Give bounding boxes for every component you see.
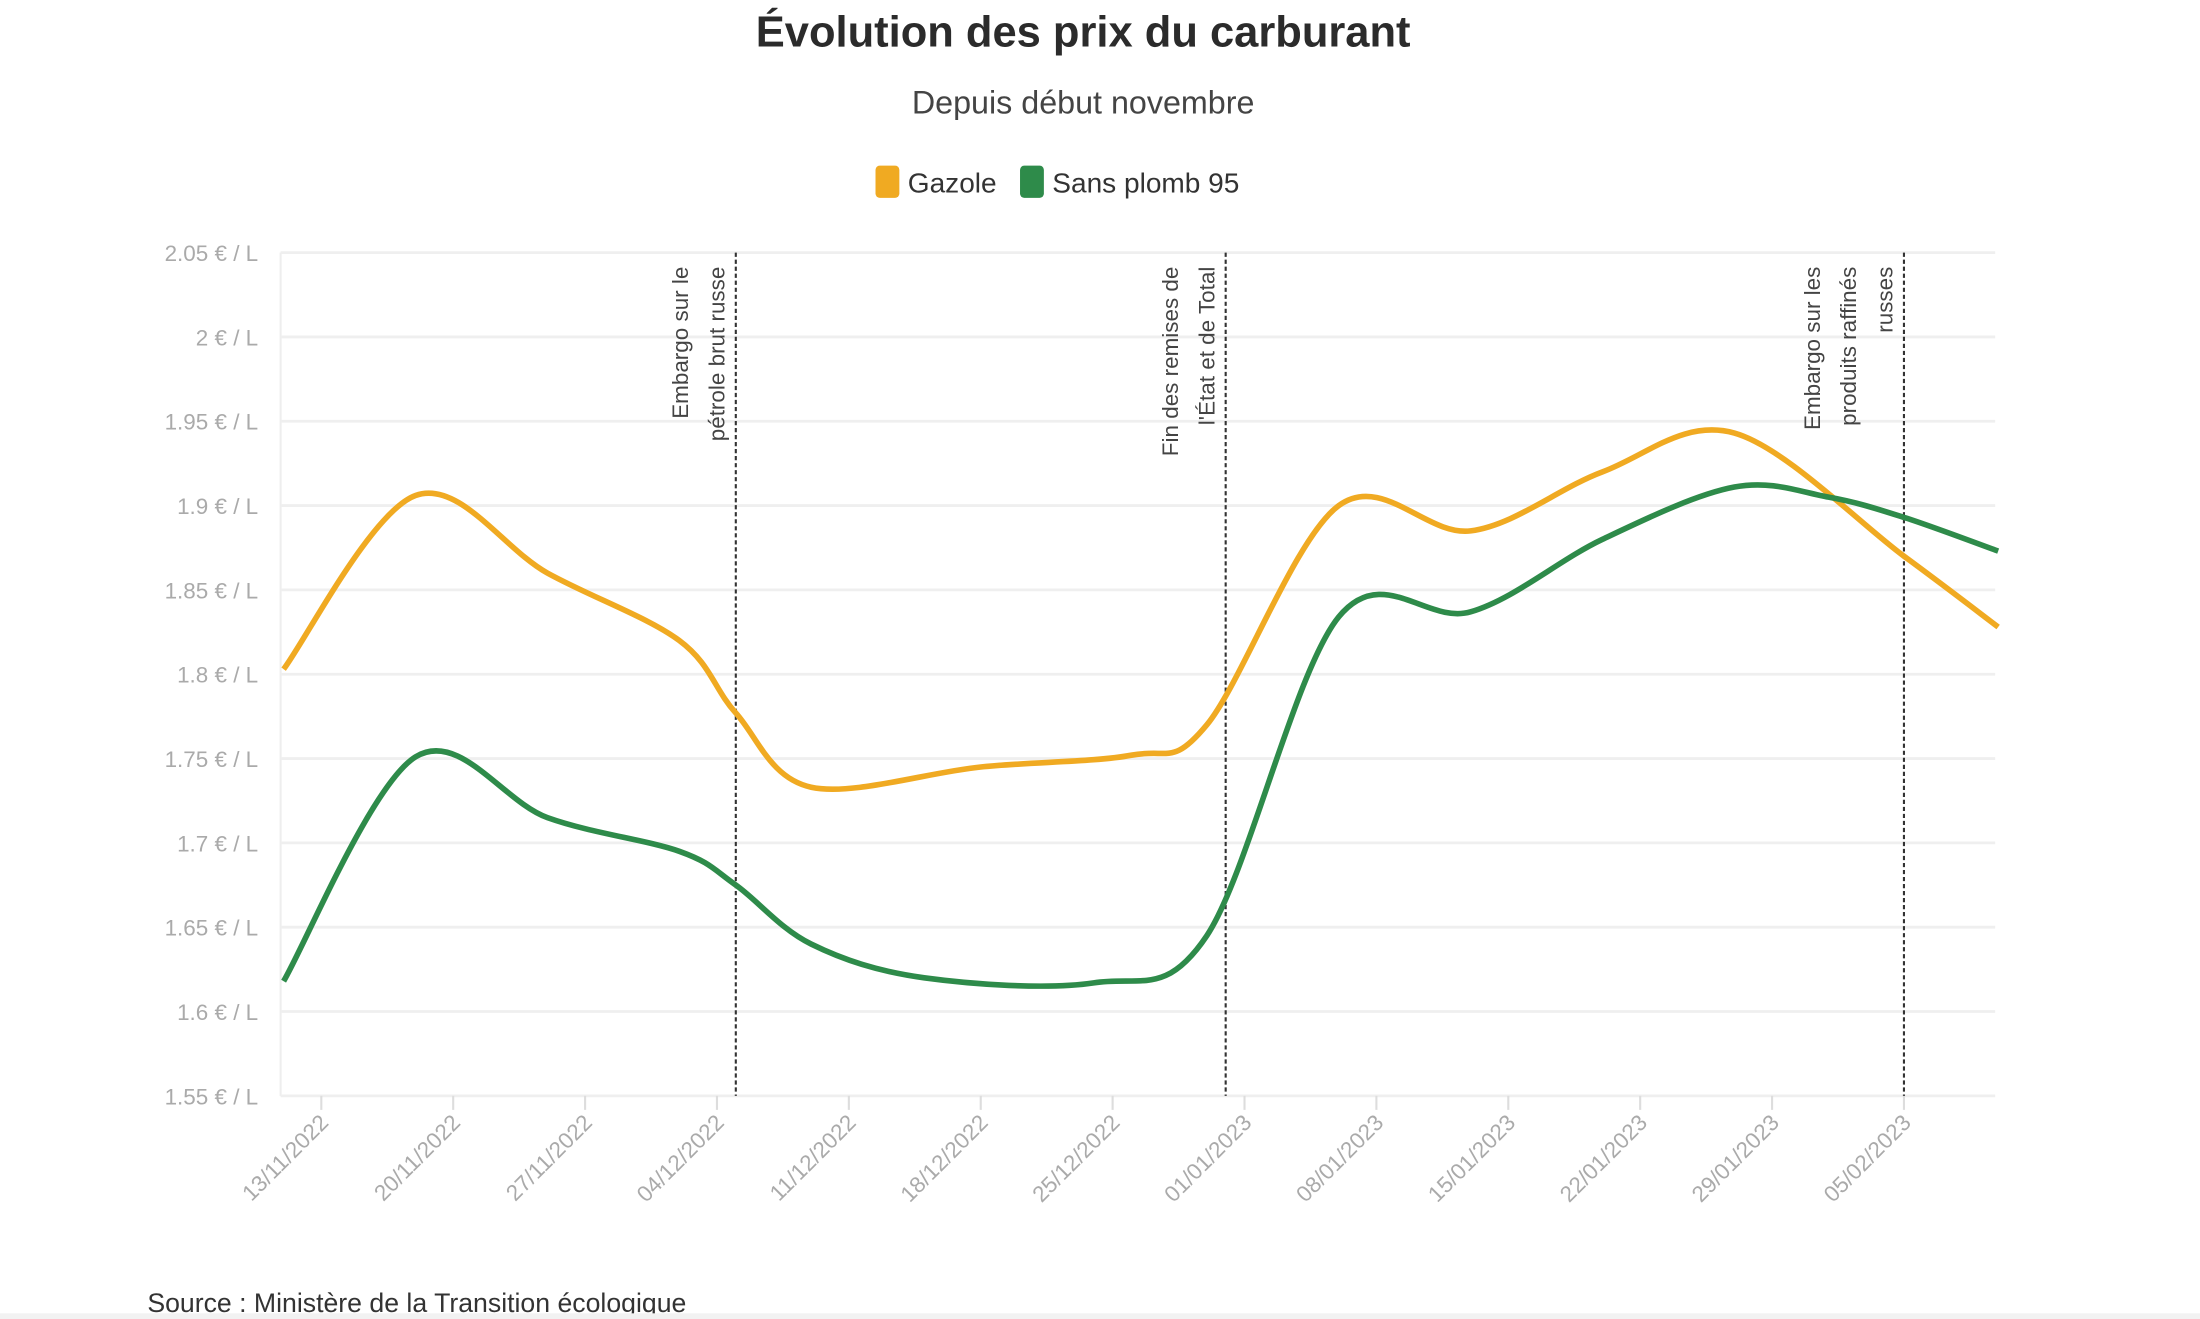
x-tick-label: 29/01/2023 [1687,1110,1784,1207]
y-tick-label: 1.75 € / L [165,747,259,772]
x-axis: 13/11/2022 20/11/2022 27/11/2022 04/12/2022… [237,1095,1916,1207]
x-tick-label: 22/01/2023 [1555,1110,1652,1207]
y-tick-label: 1.8 € / L [177,663,258,688]
y-tick-label: 2 € / L [196,325,258,350]
legend-swatch [875,165,900,198]
annotation-label: produits raffinés [1836,267,1861,426]
chart-subtitle: Depuis début novembre [912,85,1255,121]
x-tick-label: 18/12/2022 [896,1110,993,1207]
x-tick-label: 15/01/2023 [1423,1110,1520,1207]
series-line-gazole [281,427,2000,793]
annotation-label: Embargo sur le [668,267,693,419]
bottom-bar [0,1313,2200,1319]
y-axis: 2.05 € / L 2 € / L 1.95 € / L 1.9 € / L 1.85… [165,241,259,1109]
legend-label: Sans plomb 95 [1052,167,1239,198]
y-tick-label: 1.85 € / L [165,578,259,603]
series-lines [281,427,2000,989]
x-tick-label: 11/12/2022 [765,1110,861,1206]
y-tick-label: 1.7 € / L [177,831,258,856]
x-tick-label: 04/12/2022 [632,1110,729,1207]
y-tick-label: 1.9 € / L [177,494,258,519]
series-line-sans-plomb-95 [281,482,2000,989]
y-tick-label: 1.95 € / L [165,410,259,435]
chart-title: Évolution des prix du carburant [756,6,1411,56]
y-tick-label: 1.65 € / L [165,916,259,941]
x-tick-label: 05/02/2023 [1819,1110,1916,1207]
y-tick-label: 1.6 € / L [177,1000,258,1025]
gridlines [279,251,1996,1098]
annotation-label: l'État et de Total [1194,267,1219,426]
annotation-label: russes [1873,267,1898,333]
x-tick-label: 27/11/2022 [501,1110,597,1206]
chart-source: Source : Ministère de la Transition écol… [147,1288,686,1318]
y-tick-label: 2.05 € / L [165,241,259,266]
legend-swatch [1020,165,1044,198]
annotation-label: Embargo sur les [1800,267,1825,430]
x-tick-label: 08/01/2023 [1291,1110,1388,1207]
annotation-label: pétrole brut russe [705,267,730,442]
x-tick-label: 13/11/2022 [237,1110,333,1206]
legend-label: Gazole [908,167,997,198]
x-tick-label: 01/01/2023 [1159,1110,1256,1207]
annotations: Embargo sur le pétrole brut russe Fin des … [668,252,1906,1096]
y-tick-label: 1.55 € / L [165,1084,259,1109]
legend: Gazole Sans plomb 95 [875,165,1239,198]
annotation-label: Fin des remises de [1158,267,1183,457]
x-tick-label: 25/12/2022 [1027,1110,1124,1207]
x-tick-label: 20/11/2022 [369,1110,465,1206]
